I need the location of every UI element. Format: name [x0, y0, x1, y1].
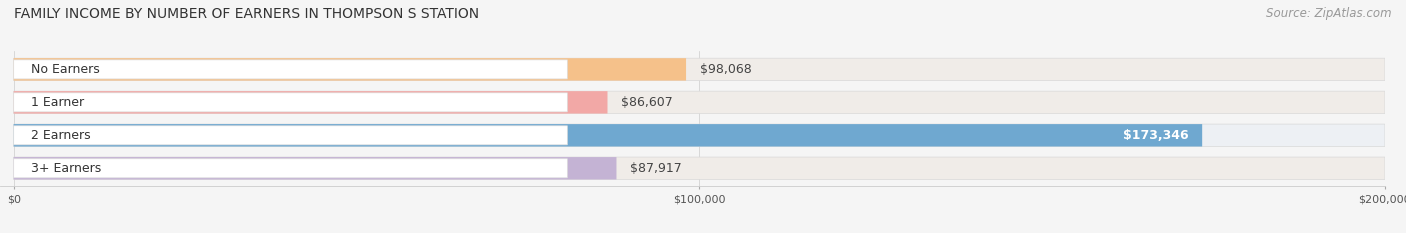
- Text: FAMILY INCOME BY NUMBER OF EARNERS IN THOMPSON S STATION: FAMILY INCOME BY NUMBER OF EARNERS IN TH…: [14, 7, 479, 21]
- FancyBboxPatch shape: [14, 159, 568, 178]
- FancyBboxPatch shape: [14, 58, 686, 81]
- Text: $173,346: $173,346: [1123, 129, 1188, 142]
- Text: No Earners: No Earners: [31, 63, 100, 76]
- FancyBboxPatch shape: [14, 124, 1385, 147]
- Text: 1 Earner: 1 Earner: [31, 96, 84, 109]
- Text: Source: ZipAtlas.com: Source: ZipAtlas.com: [1267, 7, 1392, 20]
- FancyBboxPatch shape: [14, 157, 1385, 179]
- Text: $87,917: $87,917: [630, 162, 682, 175]
- Text: 2 Earners: 2 Earners: [31, 129, 90, 142]
- FancyBboxPatch shape: [14, 157, 616, 179]
- FancyBboxPatch shape: [14, 91, 607, 113]
- FancyBboxPatch shape: [14, 126, 568, 145]
- FancyBboxPatch shape: [14, 124, 1202, 147]
- FancyBboxPatch shape: [14, 93, 568, 112]
- Text: $86,607: $86,607: [621, 96, 673, 109]
- FancyBboxPatch shape: [14, 91, 1385, 113]
- Text: $98,068: $98,068: [700, 63, 752, 76]
- FancyBboxPatch shape: [14, 60, 568, 79]
- FancyBboxPatch shape: [14, 58, 1385, 81]
- Text: 3+ Earners: 3+ Earners: [31, 162, 101, 175]
